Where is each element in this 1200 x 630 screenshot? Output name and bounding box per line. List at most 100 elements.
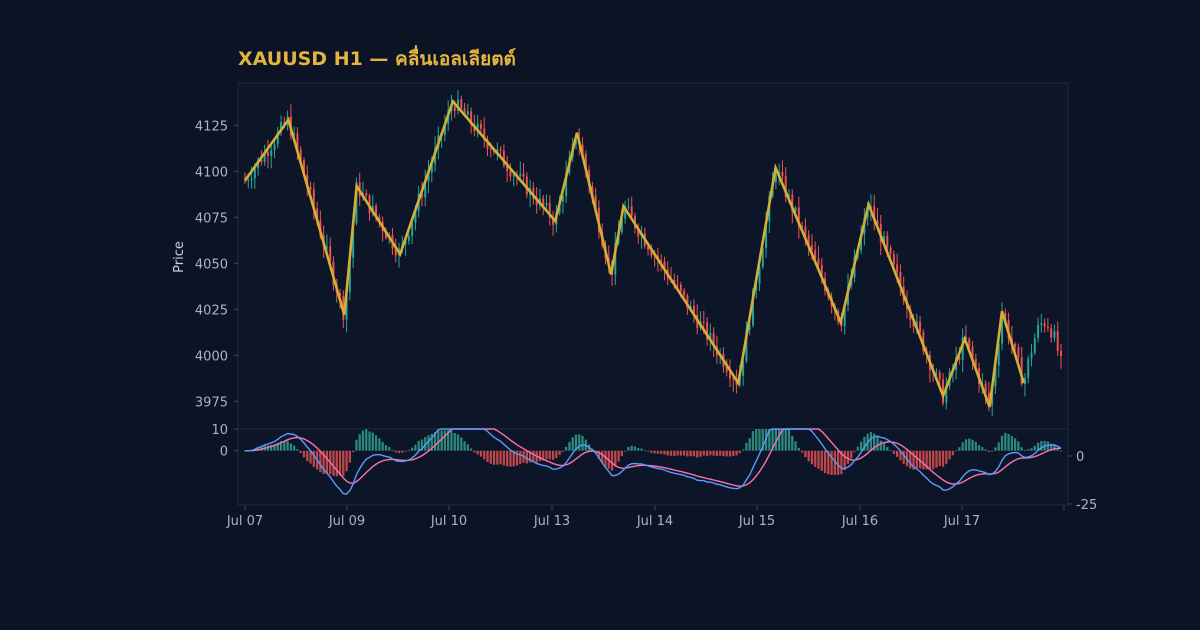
hist-bar-positive (778, 429, 781, 451)
hist-bar-negative (309, 450, 312, 464)
hist-bar-negative (319, 450, 322, 473)
candle-up (457, 99, 459, 111)
hist-bar-positive (1040, 441, 1043, 451)
hist-bar-positive (994, 447, 997, 451)
hist-bar-negative (696, 450, 699, 458)
hist-bar-negative (486, 450, 489, 463)
hist-bar-positive (574, 434, 578, 451)
hist-bar-positive (365, 429, 368, 451)
hist-bar-negative (738, 450, 741, 454)
candle-up (843, 305, 846, 326)
candle-up (1053, 331, 1056, 338)
candle-up (745, 330, 748, 362)
hist-bar-negative (492, 450, 496, 465)
hist-bar-positive (958, 447, 961, 451)
hist-bar-positive (424, 437, 427, 451)
hist-bar-positive (453, 433, 456, 451)
hist-bar-negative (525, 450, 528, 464)
candle-up (496, 149, 499, 153)
hist-bar-positive (1007, 434, 1010, 451)
hist-bar-negative (542, 450, 545, 461)
hist-bar-negative (394, 450, 397, 453)
candle-up (345, 291, 348, 320)
candle-up (293, 133, 296, 136)
hist-bar-negative (669, 450, 673, 456)
hist-bar-positive (279, 441, 283, 451)
x-tick-label: Jul 14 (636, 514, 673, 529)
candle-up (512, 175, 515, 177)
candle-down (502, 150, 505, 166)
candle-down (489, 148, 492, 150)
candle-down (686, 295, 689, 309)
hist-bar-positive (456, 434, 460, 451)
hist-bar-positive (784, 429, 787, 451)
candle-up (250, 178, 253, 181)
hist-bar-negative (827, 450, 830, 475)
hist-bar-positive (797, 447, 800, 451)
candle-up (270, 150, 273, 156)
candle-down (801, 225, 804, 227)
candle-down (548, 203, 551, 218)
candle-up (860, 233, 863, 251)
hist-bar-negative (502, 450, 506, 466)
hist-bar-negative (922, 450, 925, 470)
hist-bar-negative (853, 450, 856, 452)
hist-bar-negative (830, 450, 833, 476)
candle-down (581, 144, 584, 154)
candle-up (774, 174, 777, 182)
hist-bar-positive (293, 445, 296, 451)
hist-bar-positive (954, 450, 958, 452)
candle-down (817, 258, 820, 265)
hist-bar-negative (682, 450, 686, 456)
hist-bar-positive (781, 429, 784, 451)
candle-up (883, 236, 886, 243)
hist-bar-positive (1056, 447, 1059, 451)
hist-bar-positive (388, 446, 391, 451)
hist-bar-negative (601, 450, 604, 464)
hist-bar-negative (928, 450, 932, 470)
hist-bar-positive (1020, 447, 1023, 451)
candle-up (476, 123, 479, 131)
hist-bar-negative (833, 450, 837, 475)
chart-title: XAUUSD H1 — คลื่นเอลเลียตต์ (238, 48, 516, 70)
hist-bar-negative (306, 450, 309, 462)
hist-bar-positive (876, 436, 879, 451)
hist-bar-negative (935, 450, 938, 468)
candle-down (1020, 357, 1023, 385)
hist-bar-positive (882, 443, 886, 451)
candle-down (260, 159, 263, 163)
hist-bar-positive (368, 431, 371, 451)
macd-right-tick-label: 0 (1076, 450, 1084, 465)
hist-bar-negative (653, 450, 656, 454)
candle-up (915, 321, 918, 327)
hist-bar-negative (597, 450, 601, 459)
candle-up (355, 182, 358, 224)
hist-bar-positive (630, 445, 633, 451)
hist-bar-positive (741, 449, 745, 451)
candle-down (781, 171, 784, 177)
candle-up (689, 305, 692, 309)
candle-up (424, 181, 427, 198)
hist-bar-negative (909, 450, 912, 469)
candle-down (244, 180, 246, 182)
hist-bar-positive (964, 439, 968, 451)
candle-down (732, 378, 735, 380)
y-axis-label: Price (172, 241, 187, 273)
hist-bar-negative (938, 450, 941, 467)
hist-bar-positive (463, 441, 466, 451)
hist-bar-positive (961, 442, 964, 451)
hist-bar-positive (355, 439, 358, 451)
hist-bar-negative (719, 450, 722, 456)
hist-bar-negative (325, 450, 329, 474)
hist-bar-negative (545, 450, 548, 460)
candle-up (620, 218, 623, 233)
hist-bar-positive (381, 441, 384, 451)
hist-bar-negative (610, 450, 614, 471)
candle-down (552, 217, 555, 225)
macd-left-tick-label: 10 (211, 423, 228, 438)
candle-down (1060, 350, 1062, 357)
hist-bar-negative (807, 450, 810, 462)
hist-bar-negative (912, 450, 915, 470)
hist-bar-negative (555, 450, 558, 458)
